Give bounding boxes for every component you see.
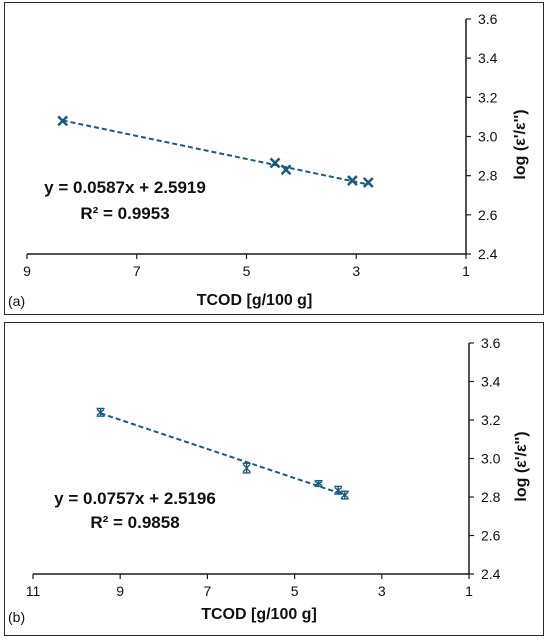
marker-stroke [280,164,292,176]
x-tick-label: 1 [465,583,473,599]
trendline [100,412,346,496]
data-point [340,490,349,500]
y-axis-title: log (ε'/ε'') [512,109,529,179]
y-tick-label: 3.2 [481,412,501,428]
x-tick-label: 3 [352,263,360,279]
x-tick-label: 7 [204,583,212,599]
y-tick-label: 3.4 [481,374,501,390]
y-tick-label: 2.6 [478,207,498,223]
r-squared-label: R² = 0.9953 [80,204,169,223]
error-bar-stroke [334,486,343,494]
panel-label: (a) [8,293,25,309]
x-tick-label: 3 [378,583,386,599]
marker-stroke [57,115,69,127]
data-point [57,115,69,127]
data-point [269,157,281,169]
chart-b-svg: 11 9 7 5 3 1 2.4 2.6 2.8 3.0 3.2 3.4 3.6 TCOD [g/100 … [8,335,530,625]
x-tick-label: 5 [291,583,299,599]
y-tick-label: 2.8 [478,168,498,184]
x-tick-label: 7 [133,263,141,279]
y-tick-label: 3.6 [478,11,498,27]
data-point [242,462,251,474]
data-point [280,164,292,176]
y-tick-label: 3.0 [481,451,501,467]
data-point [347,175,358,186]
error-bar-stroke [242,463,251,473]
data-point [314,479,323,488]
y-tick-label: 3.6 [481,335,501,351]
y-tick-label: 2.4 [478,246,498,262]
error-bar-stroke [314,481,323,487]
error-bar-stroke [340,491,349,499]
x-axis-title: TCOD [g/100 g] [197,292,313,309]
marker-stroke [269,157,281,169]
x-tick-label: 11 [26,583,41,599]
x-tick-label: 5 [243,263,251,279]
y-tick-label: 3.2 [478,89,498,105]
y-axis-title: log (ε'/ε'') [513,431,530,501]
trendline [62,119,369,186]
trendline-equation: y = 0.0757x + 2.5196 [54,489,216,508]
r-squared-label: R² = 0.9858 [90,513,179,532]
data-point [362,177,374,188]
panel-label: (b) [8,609,25,625]
marker-stroke [362,177,374,188]
data-point [334,485,343,495]
marker-stroke [347,175,358,186]
y-tick-label: 2.4 [481,566,501,582]
chart-a-svg: 9 7 5 3 1 2.4 2.6 2.8 3.0 3.2 3.4 3.6 TCOD [g/100 g]… [8,11,529,309]
chart-panel-a: 9 7 5 3 1 2.4 2.6 2.8 3.0 3.2 3.4 3.6 TCOD [g/100 g]… [4,2,544,315]
y-tick-label: 3.4 [478,50,498,66]
y-tick-label: 3.0 [478,129,498,145]
trendline-equation: y = 0.0587x + 2.5919 [44,178,206,197]
chart-panel-b: 11 9 7 5 3 1 2.4 2.6 2.8 3.0 3.2 3.4 3.6 TCOD [g/100 … [4,322,544,636]
x-tick-label: 1 [462,263,470,279]
x-tick-label: 9 [116,583,124,599]
data-point [96,407,105,417]
y-tick-label: 2.8 [481,489,501,505]
x-axis-title: TCOD [g/100 g] [201,606,317,623]
error-bar-stroke [96,408,105,416]
x-tick-label: 9 [23,263,31,279]
y-tick-label: 2.6 [481,528,501,544]
